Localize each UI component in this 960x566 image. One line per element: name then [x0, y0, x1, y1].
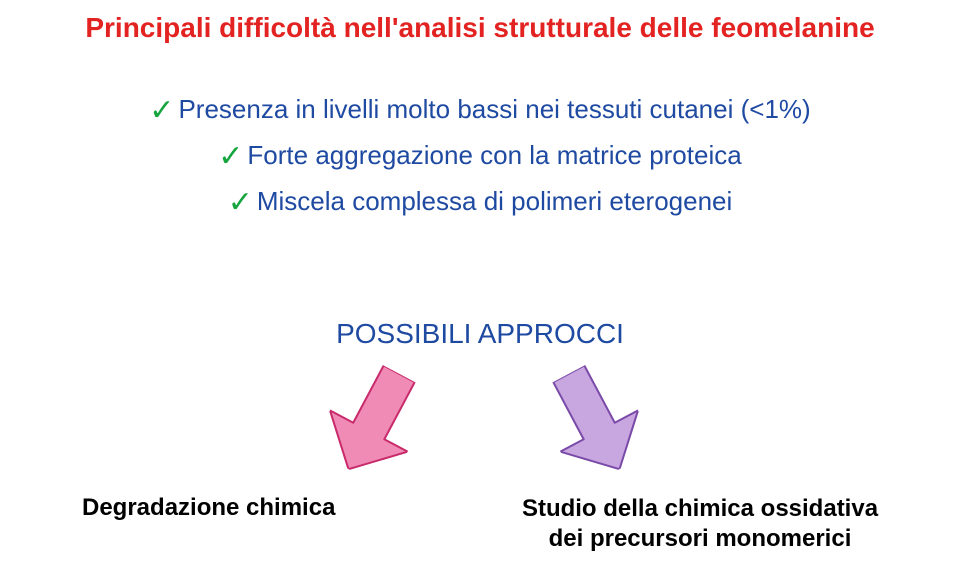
- arrow-left-icon: [310, 353, 438, 490]
- list-item: ✓Miscela complessa di polimeri eterogene…: [0, 178, 960, 224]
- approach-oxidative-label: Studio della chimica ossidativa dei prec…: [480, 494, 920, 554]
- check-icon: ✓: [228, 186, 253, 219]
- check-icon: ✓: [218, 140, 243, 173]
- bullet-list: ✓Presenza in livelli molto bassi nei tes…: [0, 86, 960, 224]
- slide-title: Principali difficoltà nell'analisi strut…: [0, 12, 960, 44]
- check-icon: ✓: [149, 94, 174, 127]
- bullet-text: Forte aggregazione con la matrice protei…: [247, 140, 741, 170]
- approach-oxidative-line1: Studio della chimica ossidativa: [522, 495, 878, 522]
- list-item: ✓Forte aggregazione con la matrice prote…: [0, 132, 960, 178]
- approaches-heading: POSSIBILI APPROCCI: [0, 318, 960, 350]
- arrow-right-icon: [530, 353, 658, 490]
- list-item: ✓Presenza in livelli molto bassi nei tes…: [0, 86, 960, 132]
- approach-oxidative-line2: dei precursori monomerici: [549, 525, 852, 552]
- bullet-text: Miscela complessa di polimeri eterogenei: [257, 186, 732, 216]
- approach-degradation-label: Degradazione chimica: [82, 494, 335, 522]
- bullet-text: Presenza in livelli molto bassi nei tess…: [178, 94, 810, 124]
